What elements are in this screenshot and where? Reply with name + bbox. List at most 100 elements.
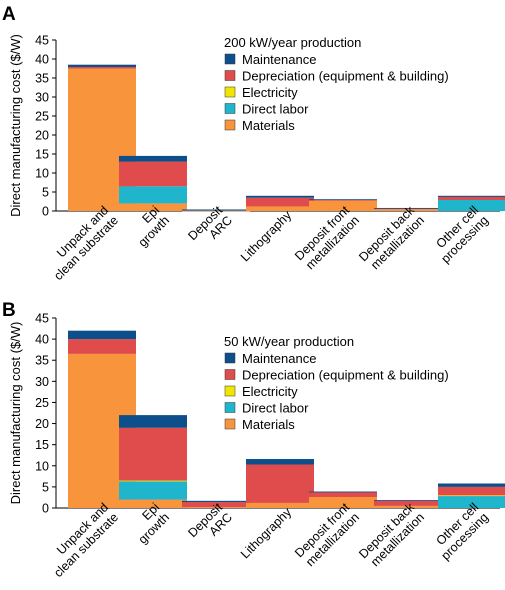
bar-segment bbox=[309, 199, 377, 201]
legend-swatch bbox=[224, 418, 236, 430]
y-tick-label: 15 bbox=[35, 148, 49, 162]
y-tick-label: 25 bbox=[35, 396, 49, 410]
bar-segment bbox=[182, 507, 250, 508]
bar-segment bbox=[68, 330, 136, 340]
bar-segment bbox=[374, 209, 442, 211]
y-tick-label: 5 bbox=[42, 186, 49, 200]
y-tick-label: 35 bbox=[35, 72, 49, 86]
bar-segment bbox=[309, 497, 377, 508]
legend-swatch bbox=[224, 402, 236, 413]
legend-swatch bbox=[224, 53, 236, 65]
x-tick-label: Other cellprocessing bbox=[429, 500, 492, 563]
bar-segment bbox=[309, 199, 377, 201]
bar-segment bbox=[119, 203, 187, 211]
bar-segment bbox=[309, 200, 377, 211]
y-tick-label: 45 bbox=[35, 34, 49, 48]
legend-swatch bbox=[224, 103, 236, 114]
x-tick-label: Unpack andclean substrate bbox=[41, 203, 121, 283]
bar-segment bbox=[119, 155, 187, 162]
bar-segment bbox=[68, 339, 136, 354]
bar-segment bbox=[438, 483, 505, 487]
y-tick-label: 5 bbox=[42, 480, 49, 494]
legend-swatch bbox=[224, 352, 236, 364]
bar-segment bbox=[438, 196, 505, 200]
bar-segment bbox=[246, 459, 314, 465]
y-axis-label: Direct manufacturing cost ($/W) bbox=[8, 322, 23, 505]
bar-segment bbox=[438, 495, 505, 508]
legend-item-label: Materials bbox=[242, 417, 295, 432]
bar-segment bbox=[438, 199, 505, 211]
bar-segment bbox=[246, 464, 314, 503]
bar-segment bbox=[119, 480, 187, 482]
legend-item-label: Maintenance bbox=[242, 351, 316, 366]
bar-segment bbox=[374, 500, 442, 506]
legend-item-label: Materials bbox=[242, 118, 295, 133]
y-tick-label: 45 bbox=[35, 312, 49, 326]
y-tick-label: 20 bbox=[35, 417, 49, 431]
y-tick-label: 15 bbox=[35, 438, 49, 452]
bar-segment bbox=[182, 209, 250, 211]
bar-segment bbox=[68, 66, 136, 69]
bar-segment bbox=[374, 207, 442, 209]
x-tick-label: Deposit backmetallization bbox=[356, 500, 427, 571]
x-tick-label: Lithography bbox=[238, 505, 295, 562]
legend-item-label: Direct labor bbox=[242, 102, 309, 117]
legend-swatch bbox=[224, 70, 236, 81]
bar-segment bbox=[246, 197, 314, 207]
panel-label-b: B bbox=[2, 300, 16, 321]
bar-segment bbox=[119, 427, 187, 481]
y-tick-label: 10 bbox=[35, 167, 49, 181]
bar-segment bbox=[119, 415, 187, 428]
legend-swatch bbox=[224, 385, 236, 397]
chart-panel-b: 0 5 10 15 20 25 30 35 40 45 Direct manufacturing c… bbox=[8, 312, 505, 580]
bar-segment bbox=[374, 505, 442, 508]
bar-segment bbox=[246, 195, 314, 198]
x-tick-label: Deposit backmetallization bbox=[356, 203, 427, 274]
legend-swatch bbox=[224, 119, 236, 131]
x-tick-label: Unpack andclean substrate bbox=[41, 500, 121, 580]
y-tick-label: 40 bbox=[35, 333, 49, 347]
bar-segment bbox=[246, 206, 314, 211]
y-tick-label: 0 bbox=[42, 502, 49, 516]
legend-item-label: Depreciation (equipment & building) bbox=[242, 368, 449, 383]
bar-segment bbox=[68, 64, 136, 67]
bar-segment bbox=[182, 502, 250, 508]
legend-item-label: Electricity bbox=[242, 85, 298, 100]
legend-item-label: Maintenance bbox=[242, 52, 316, 67]
bar-segment bbox=[119, 186, 187, 204]
bar-segment bbox=[182, 500, 250, 503]
bar-segment bbox=[374, 499, 442, 501]
x-tick-label: Deposit frontmetallization bbox=[292, 500, 362, 570]
panel-label-a: A bbox=[2, 4, 16, 25]
bar-segment bbox=[309, 491, 377, 493]
bar-segment bbox=[438, 486, 505, 496]
y-tick-label: 0 bbox=[42, 205, 49, 219]
legend-swatch bbox=[224, 369, 236, 380]
bar-segment bbox=[119, 161, 187, 187]
y-tick-label: 40 bbox=[35, 53, 49, 67]
bar-segment bbox=[119, 499, 187, 508]
legend-title: 200 kW/year production bbox=[224, 35, 361, 50]
legend-item-label: Depreciation (equipment & building) bbox=[242, 69, 449, 84]
legend-item-label: Direct labor bbox=[242, 401, 309, 416]
x-tick-label: Lithography bbox=[238, 208, 295, 265]
y-tick-label: 30 bbox=[35, 91, 49, 105]
y-tick-label: 10 bbox=[35, 459, 49, 473]
bar-segment bbox=[246, 502, 314, 508]
y-tick-label: 20 bbox=[35, 129, 49, 143]
x-tick-label: Deposit frontmetallization bbox=[292, 203, 362, 273]
bar-segment bbox=[438, 195, 505, 197]
y-tick-label: 25 bbox=[35, 110, 49, 124]
y-tick-label: 35 bbox=[35, 354, 49, 368]
bar-segment bbox=[119, 481, 187, 500]
x-tick-label: Other cellprocessing bbox=[429, 203, 492, 266]
legend-title: 50 kW/year production bbox=[224, 334, 354, 349]
chart-panel-a: 0 5 10 15 20 25 30 35 40 45 Direct manufacturing c… bbox=[8, 34, 505, 283]
y-axis-label: Direct manufacturing cost ($/W) bbox=[8, 34, 23, 217]
legend-swatch bbox=[224, 86, 236, 98]
legend-item-label: Electricity bbox=[242, 384, 298, 399]
y-tick-label: 30 bbox=[35, 375, 49, 389]
bar-segment bbox=[438, 495, 505, 497]
bar-segment bbox=[309, 491, 377, 498]
